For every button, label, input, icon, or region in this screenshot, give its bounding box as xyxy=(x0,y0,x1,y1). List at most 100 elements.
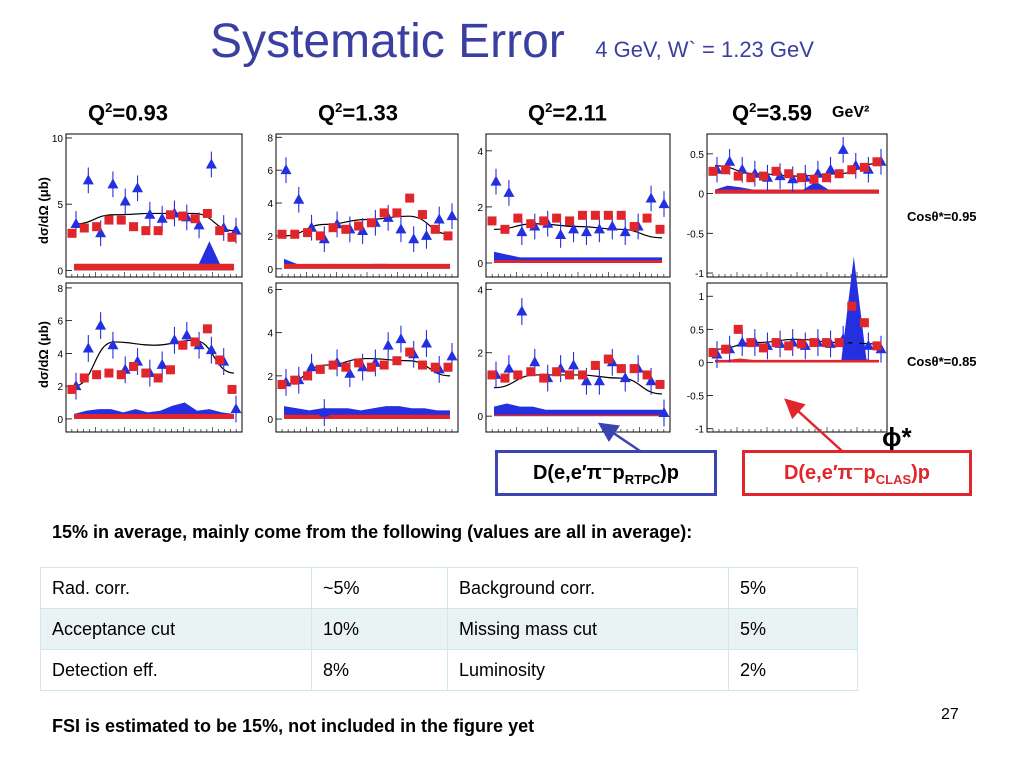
clas-point xyxy=(417,210,427,220)
page-number: 27 xyxy=(941,706,959,723)
rtpc-point xyxy=(107,339,119,350)
clas-point xyxy=(859,162,869,172)
clas-point xyxy=(590,360,600,370)
rtpc-point xyxy=(516,226,528,237)
clas-point xyxy=(202,324,212,334)
clas-point xyxy=(202,208,212,218)
rtpc-point xyxy=(181,329,193,340)
clas-systematic-band xyxy=(494,414,662,417)
clas-point xyxy=(430,362,440,372)
table-cell: ~5% xyxy=(311,567,448,609)
clas-point xyxy=(847,301,857,311)
clas-point xyxy=(565,370,575,380)
clas-point xyxy=(822,173,832,183)
clas-point xyxy=(809,174,819,184)
clas-systematic-band xyxy=(74,413,234,419)
clas-point xyxy=(153,373,163,383)
clas-point xyxy=(227,384,237,394)
rtpc-point xyxy=(529,356,541,367)
phi-axis-label: ϕ* xyxy=(882,422,912,452)
row-label-bottom: Cosθ*=0.85 xyxy=(907,354,977,369)
y-tick-label: 2 xyxy=(57,382,63,393)
clas-point xyxy=(577,210,587,220)
rtpc-point xyxy=(95,227,107,238)
clas-point xyxy=(430,224,440,234)
clas-point xyxy=(116,370,126,380)
clas-point xyxy=(277,379,287,389)
table-cell: Luminosity xyxy=(447,649,729,691)
rtpc-point xyxy=(446,210,458,221)
y-tick-label: 4 xyxy=(477,147,483,158)
y-tick-label: 0 xyxy=(57,415,63,426)
table-cell: Missing mass cut xyxy=(447,608,729,650)
rtpc-point xyxy=(825,163,837,174)
clas-point xyxy=(303,371,313,381)
rtpc-point xyxy=(503,362,515,373)
clas-point xyxy=(354,221,364,231)
chart-panel-3: 0 2 4 xyxy=(477,133,671,278)
clas-point xyxy=(328,223,338,233)
clas-point xyxy=(227,232,237,242)
q2-unit-label: GeV² xyxy=(832,104,870,121)
clas-point xyxy=(552,213,562,223)
chart-panel-2: 0 2 4 6 8 xyxy=(267,133,459,278)
y-tick-label: -1 xyxy=(695,269,704,280)
table-cell: 5% xyxy=(728,608,858,650)
rtpc-point xyxy=(156,358,168,369)
clas-point xyxy=(215,226,225,236)
clas-point xyxy=(104,215,114,225)
y-tick-label: 2 xyxy=(477,349,483,360)
table-cell: 5% xyxy=(728,567,858,609)
rtpc-point xyxy=(395,333,407,344)
clas-point xyxy=(872,157,882,167)
clas-point xyxy=(443,362,453,372)
clas-point xyxy=(784,169,794,179)
y-tick-label: 0.5 xyxy=(690,150,704,161)
clas-point xyxy=(190,337,200,347)
table-cell: Background corr. xyxy=(447,567,729,609)
clas-point xyxy=(513,370,523,380)
clas-point xyxy=(629,364,639,374)
clas-point xyxy=(354,358,364,368)
legend-rtpc: D(e,e′π⁻pRTPC)p xyxy=(495,450,717,496)
rtpc-point xyxy=(205,158,217,169)
clas-point xyxy=(405,347,415,357)
clas-point xyxy=(822,338,832,348)
clas-arrow xyxy=(784,398,843,452)
clas-point xyxy=(290,229,300,239)
rtpc-point xyxy=(446,350,458,361)
y-tick-label: 6 xyxy=(267,166,273,177)
y-tick-label: 0 xyxy=(267,415,273,426)
slide-title-row: Systematic Error 4 GeV, W` = 1.23 GeV xyxy=(0,14,1024,69)
clas-point xyxy=(771,338,781,348)
rtpc-point xyxy=(132,182,144,193)
rtpc-point xyxy=(580,226,592,237)
rtpc-point xyxy=(736,336,748,347)
clas-point xyxy=(178,340,188,350)
clas-point xyxy=(104,368,114,378)
clas-point xyxy=(500,373,510,383)
y-tick-label: 1 xyxy=(698,292,704,303)
clas-point xyxy=(733,324,743,334)
chart-panel-6: 0 2 4 6 xyxy=(267,282,459,433)
rtpc-point xyxy=(837,143,849,154)
rtpc-point xyxy=(156,212,168,223)
clas-point xyxy=(513,213,523,223)
clas-point xyxy=(552,367,562,377)
clas-point xyxy=(655,379,665,389)
y-tick-label: 4 xyxy=(267,329,273,340)
rtpc-point xyxy=(82,174,94,185)
row-label-top: Cosθ*=0.95 xyxy=(907,209,977,224)
clas-point xyxy=(642,370,652,380)
slide-subtitle: 4 GeV, W` = 1.23 GeV xyxy=(595,37,814,62)
clas-point xyxy=(603,210,613,220)
clas-point xyxy=(443,231,453,241)
clas-point xyxy=(67,228,77,238)
table-cell: Rad. corr. xyxy=(40,567,312,609)
rtpc-point xyxy=(568,359,580,370)
clas-point xyxy=(834,169,844,179)
clas-point xyxy=(758,171,768,181)
clas-point xyxy=(746,173,756,183)
clas-point xyxy=(79,373,89,383)
